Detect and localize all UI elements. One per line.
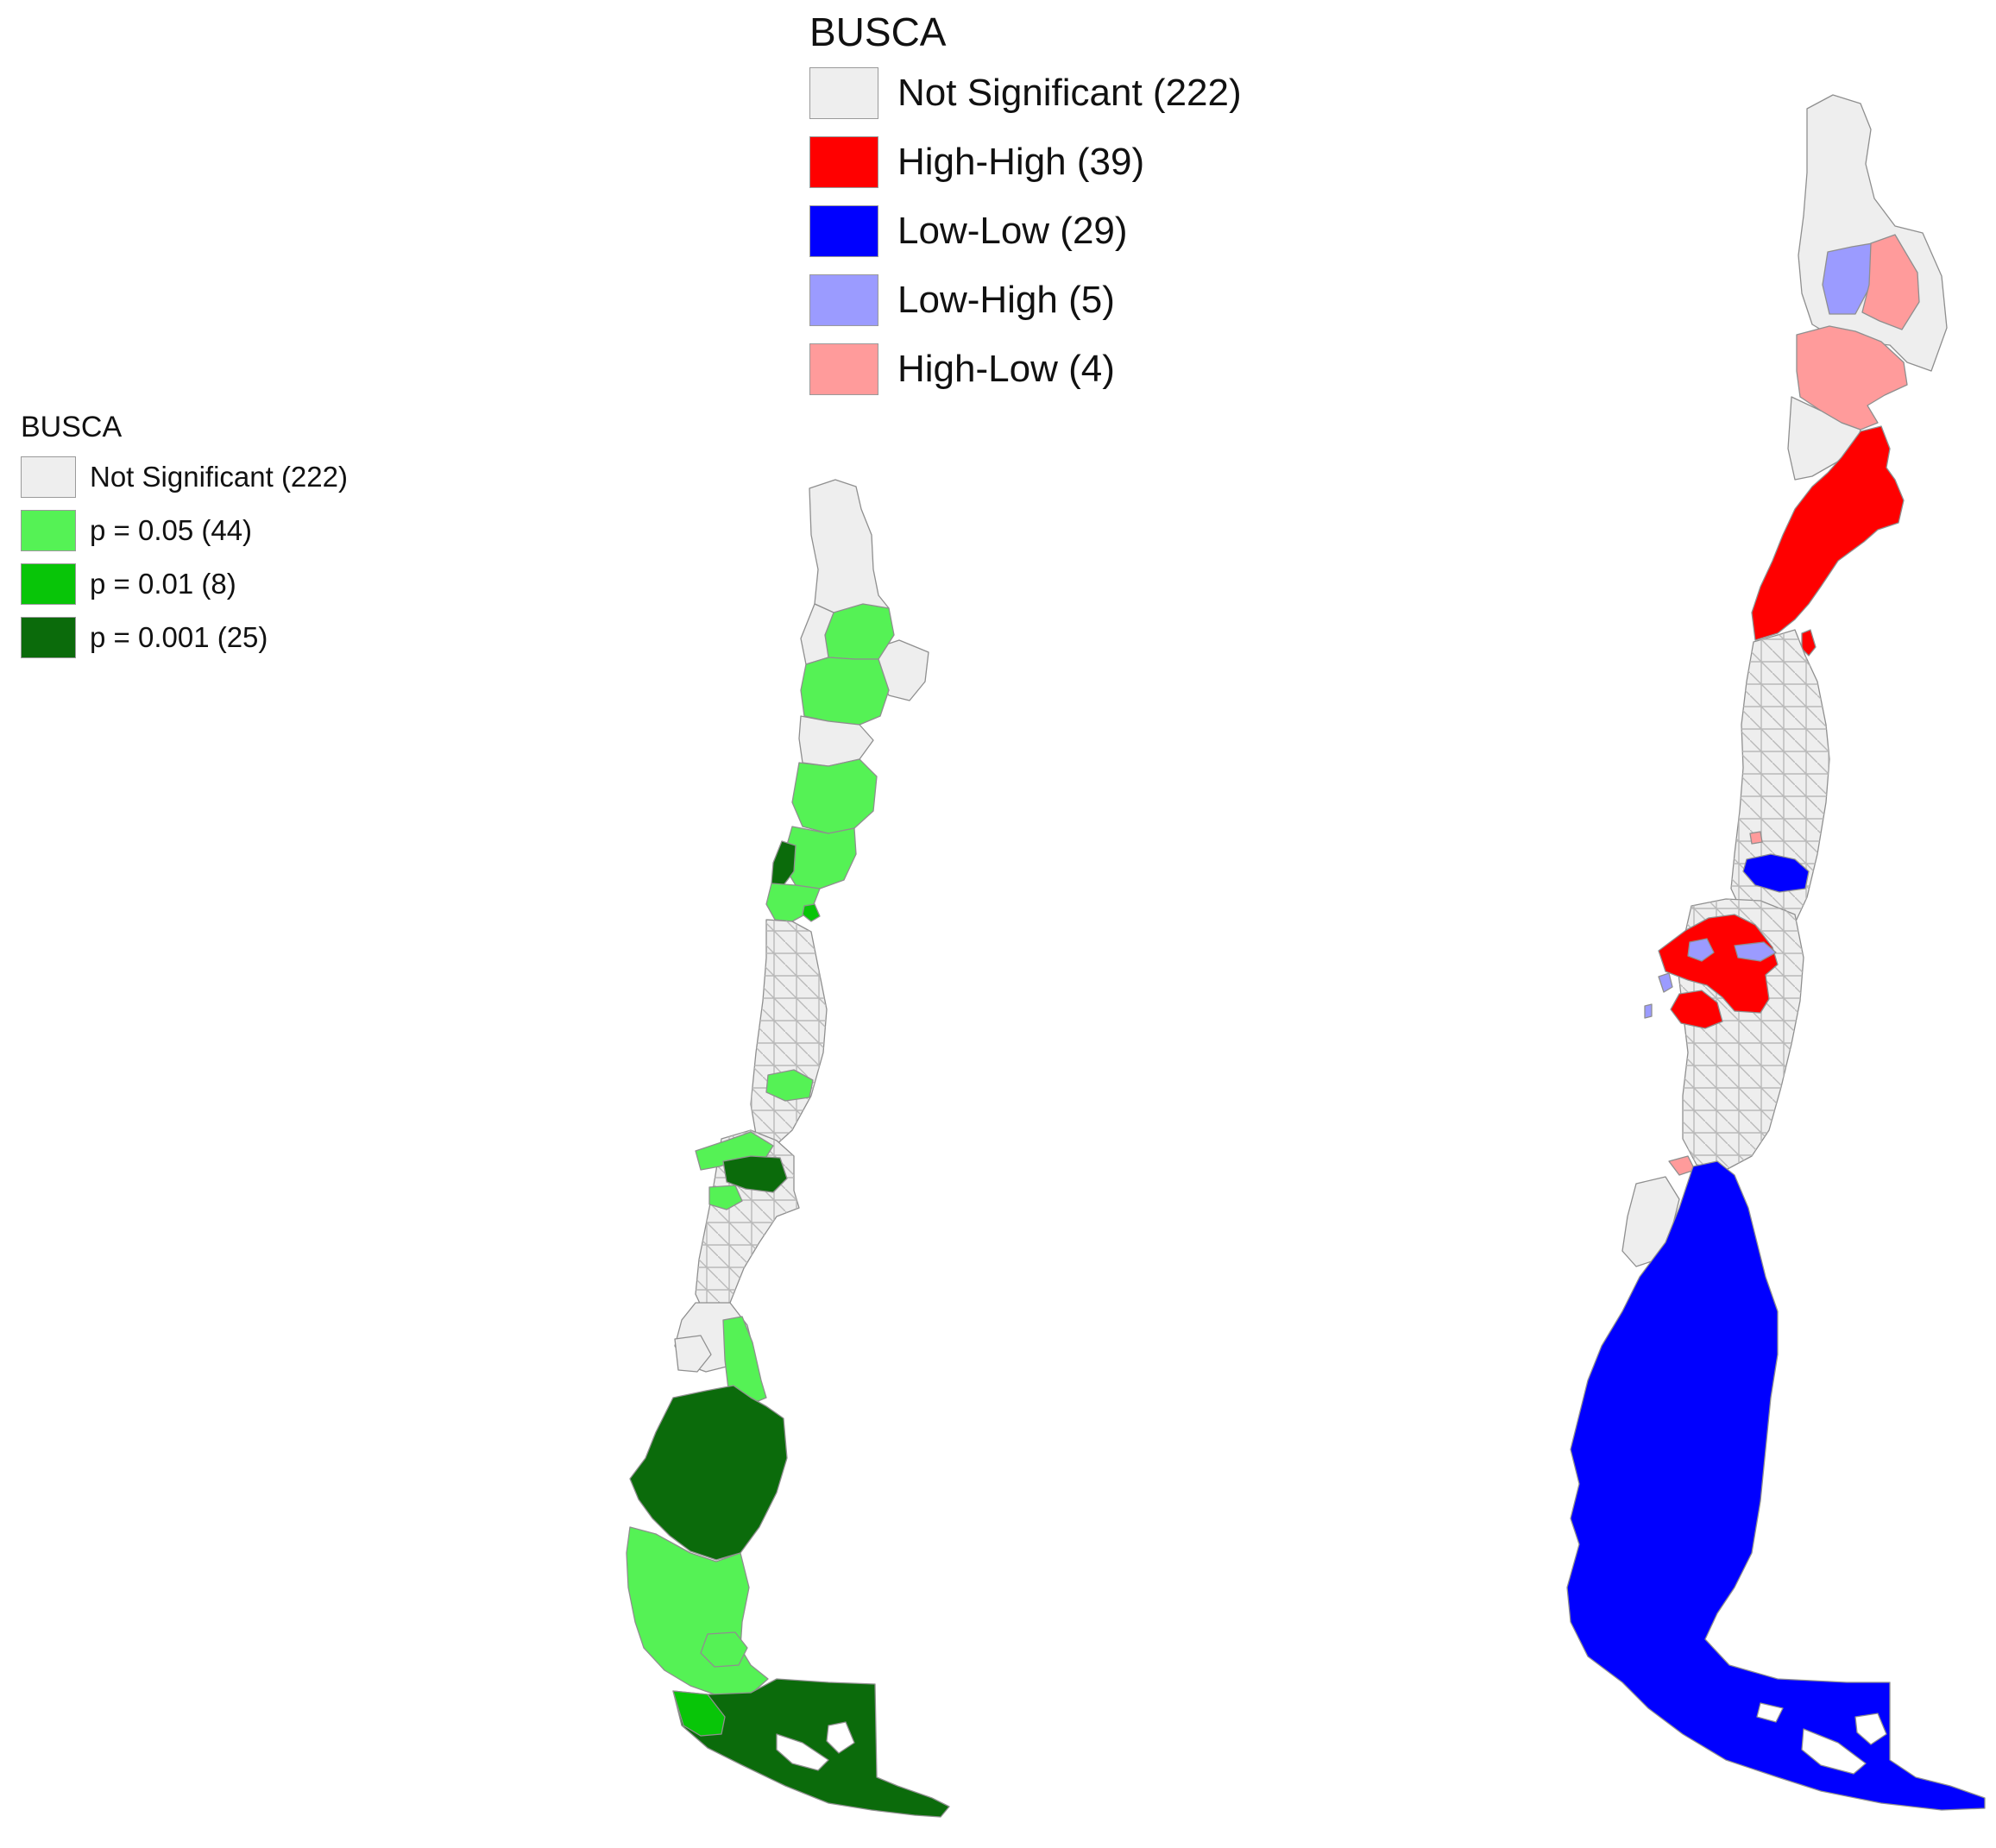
cluster-water-2 [1854,1713,1887,1745]
sig-region-central-grey-hatch [751,920,827,1147]
sig-region-aysen-north-green [722,1316,767,1407]
cluster-region-high-high-central [1658,914,1779,1014]
sig-region-island [802,903,821,922]
sig-region-cluster-dark [722,1155,788,1193]
legend-item-high-high: High-High (39) [809,136,1242,188]
sig-region-south-grey-island [674,1335,712,1373]
legend-swatch-p001 [21,563,76,605]
legend-label-not-significant: Not Significant (222) [90,461,348,493]
significance-map [626,479,950,1818]
sig-region-north-c [791,758,878,834]
significance-legend-title: BUSCA [21,411,123,443]
sig-magallanes-water-2 [826,1721,855,1754]
sig-magallanes-water-1 [776,1733,829,1771]
significance-legend: BUSCA Not Significant (222) p = 0.05 (44… [21,411,348,670]
legend-label-not-significant-cluster: Not Significant (222) [897,72,1242,114]
cluster-water-1 [1801,1728,1867,1775]
sig-region-cluster-green-2 [708,1185,743,1210]
cluster-region-high-low-north [1861,234,1920,330]
sig-region-north-b [800,657,890,726]
legend-label-p005: p = 0.05 (44) [90,514,253,546]
legend-swatch-high-high [809,136,878,188]
legend-label-low-high: Low-High (5) [897,279,1115,321]
legend-swatch-p0001 [21,617,76,658]
sig-region-north-a [824,603,895,660]
cluster-region-low-high-central-2 [1734,941,1777,962]
cluster-map [1566,94,1986,1811]
cluster-region-low-high-dot [1644,1003,1653,1019]
legend-item-low-high: Low-High (5) [809,274,1242,326]
legend-swatch-p005 [21,510,76,551]
cluster-region-low-high-north [1822,242,1873,315]
cluster-region-high-high-north [1751,425,1905,641]
cluster-water-3 [1756,1702,1784,1723]
cluster-region-high-low-big [1796,325,1908,431]
cluster-region-low-low-central [1742,853,1810,893]
legend-item-low-low: Low-Low (29) [809,205,1242,257]
cluster-region-central-grey-hatch [1731,630,1829,923]
cluster-legend-title: BUSCA [809,9,947,54]
legend-label-low-low: Low-Low (29) [897,210,1128,252]
legend-swatch-high-low [809,343,878,395]
legend-item-p0001: p = 0.001 (25) [21,617,348,658]
legend-item-p005: p = 0.05 (44) [21,510,348,551]
legend-item-not-significant: Not Significant (222) [21,456,348,498]
cluster-region-high-high-central-2 [1670,990,1723,1029]
legend-label-high-high: High-High (39) [897,141,1145,183]
cluster-legend: BUSCA Not Significant (222) High-High (3… [809,9,1242,412]
cluster-region-high-low-dot [1749,831,1763,845]
cluster-region-low-low-south [1566,1160,1986,1811]
legend-item-p001: p = 0.01 (8) [21,563,348,605]
legend-item-high-low: High-Low (4) [809,343,1242,395]
sig-region-magallanes-mid [672,1690,726,1737]
legend-swatch-low-low [809,205,878,257]
legend-swatch-not-significant-cluster [809,67,878,119]
sig-region-central-green [765,1069,814,1102]
legend-label-p001: p = 0.01 (8) [90,568,236,600]
legend-label-p0001: p = 0.001 (25) [90,621,268,653]
sig-region-north-tip [809,479,890,618]
legend-swatch-low-high [809,274,878,326]
legend-item-not-significant-cluster: Not Significant (222) [809,67,1242,119]
sig-region-south-green-2 [700,1631,748,1668]
legend-label-high-low: High-Low (4) [897,348,1115,390]
cluster-region-low-high-central-1 [1687,938,1715,962]
legend-swatch-not-significant [21,456,76,498]
cluster-region-low-high-central-3 [1658,972,1673,993]
